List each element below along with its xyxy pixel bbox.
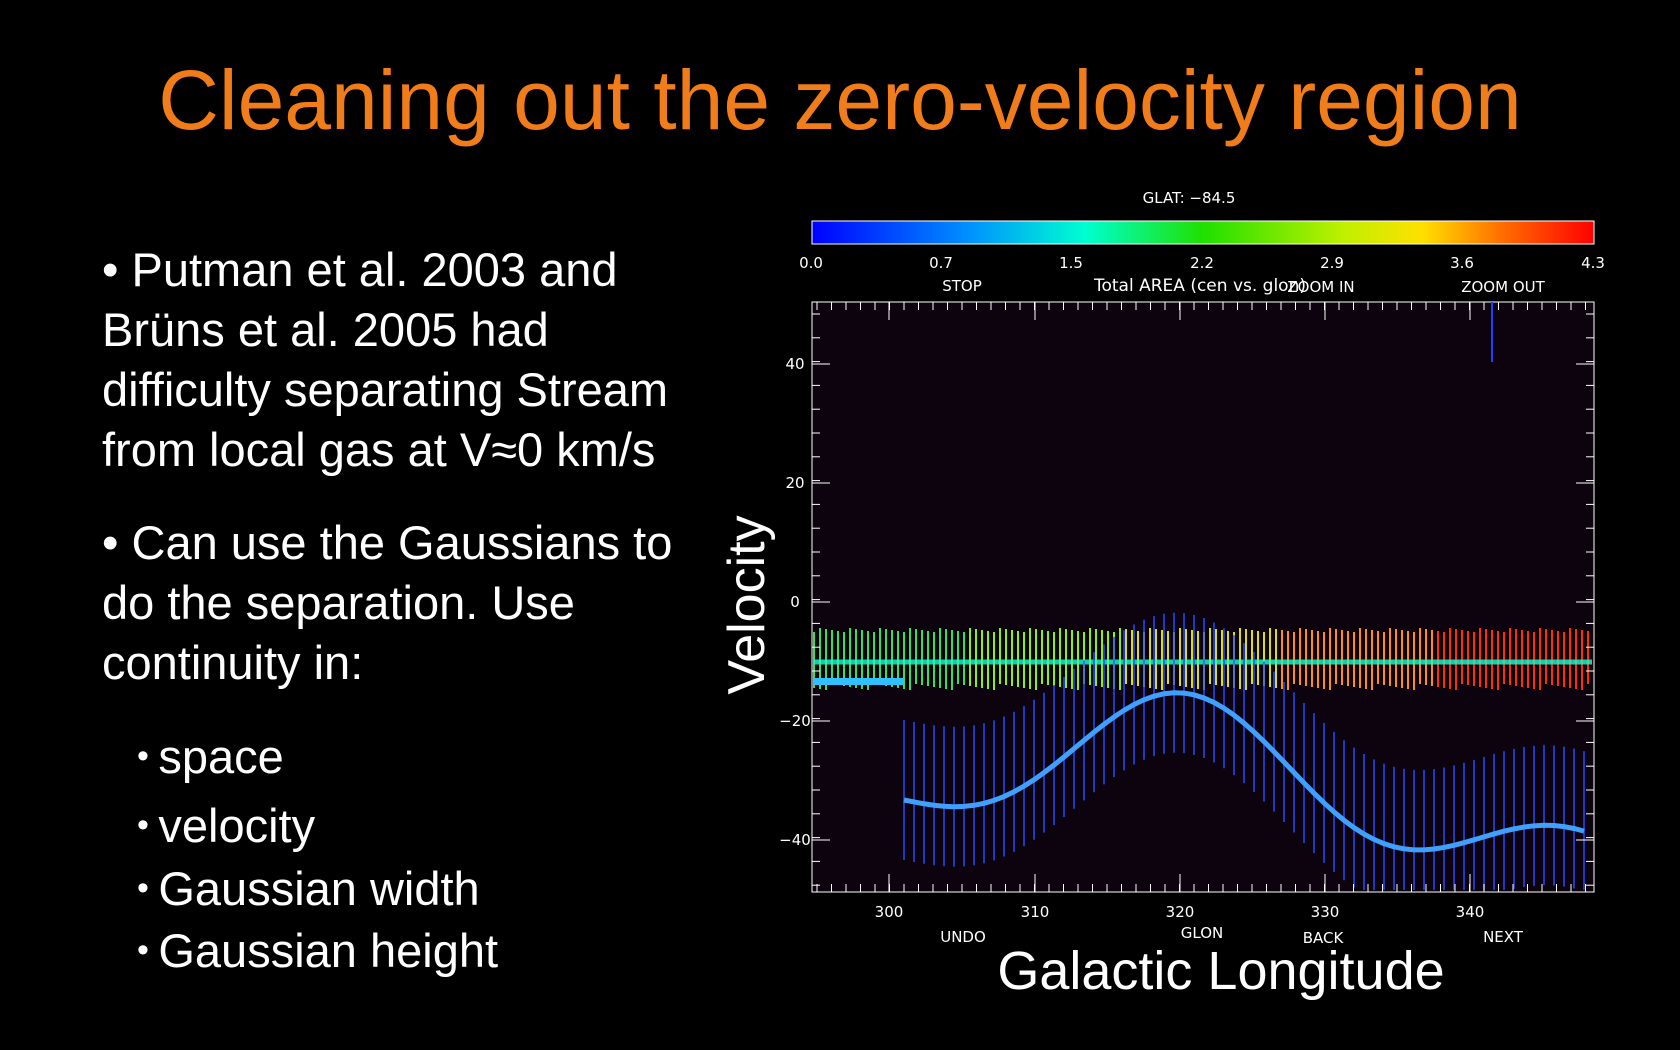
bullet: Can use the Gaussians to do the separati…	[102, 513, 672, 693]
bullet-line: difficulty separating Stream	[102, 363, 669, 416]
y-tick-label: −40	[779, 831, 811, 849]
bullet-line: Can use the Gaussians to	[102, 513, 673, 573]
x-tick-label: 340	[1455, 903, 1485, 921]
colorbar-tick-label: 3.6	[1450, 254, 1474, 272]
colorbar-tick-label: 2.9	[1320, 254, 1344, 272]
bullet-line: Putman et al. 2003 and	[102, 240, 668, 300]
x-axis-label: Galactic Longitude	[997, 941, 1445, 1001]
button[interactable]: ZOOM OUT	[1461, 278, 1545, 296]
colorbar-tick-label: 1.5	[1059, 254, 1083, 272]
colorbar-tick-label: 0.7	[929, 254, 953, 272]
x-tick-label: 330	[1310, 903, 1340, 921]
button[interactable]: NEXT	[1483, 928, 1523, 946]
bullet-line: Brüns et al. 2005 had	[102, 303, 549, 356]
button[interactable]: BACK	[1302, 929, 1344, 947]
y-tick-label: −20	[779, 712, 811, 730]
y-tick-label: 40	[785, 355, 805, 373]
y-axis-label: Velocity	[718, 515, 776, 695]
button[interactable]: STOP	[942, 277, 982, 295]
x-tick-label: 310	[1020, 903, 1050, 921]
y-tick-label: 0	[790, 593, 800, 611]
plot-title: Total AREA (cen vs. glon)	[1094, 276, 1306, 296]
wave-curve	[903, 690, 1585, 853]
bullet: Putman et al. 2003 and Brüns et al. 2005…	[102, 240, 668, 480]
colorbar-tick-label: 2.2	[1190, 254, 1214, 272]
sub-bullet: Gaussian height	[137, 920, 498, 981]
x-tick-label: 320	[1165, 903, 1195, 921]
band-edge	[814, 678, 904, 685]
colorbar-title: GLAT: −84.5	[1142, 189, 1236, 207]
sub-bullet: Gaussian width	[137, 858, 479, 919]
colorbar-tick-label: 0.0	[799, 254, 823, 272]
bullet-line: continuity in:	[102, 636, 364, 689]
colorbar	[811, 220, 1595, 245]
button[interactable]: UNDO	[940, 928, 986, 946]
bullet-line: from local gas at V≈0 km/s	[102, 423, 656, 476]
bullet-line: do the separation. Use	[102, 576, 575, 629]
plot-image	[813, 302, 1592, 890]
axis-ticks	[812, 302, 1594, 892]
colorbar-tick-label: 4.3	[1581, 254, 1605, 272]
button[interactable]: ZOOM IN	[1287, 278, 1355, 296]
slide-title: Cleaning out the zero-velocity region	[158, 53, 1522, 147]
y-tick-label: 20	[785, 474, 805, 492]
axis-inner-label: GLON	[1180, 924, 1224, 942]
sub-bullet: space	[137, 726, 283, 787]
x-tick-label: 300	[874, 903, 904, 921]
sub-bullet: velocity	[137, 795, 315, 856]
